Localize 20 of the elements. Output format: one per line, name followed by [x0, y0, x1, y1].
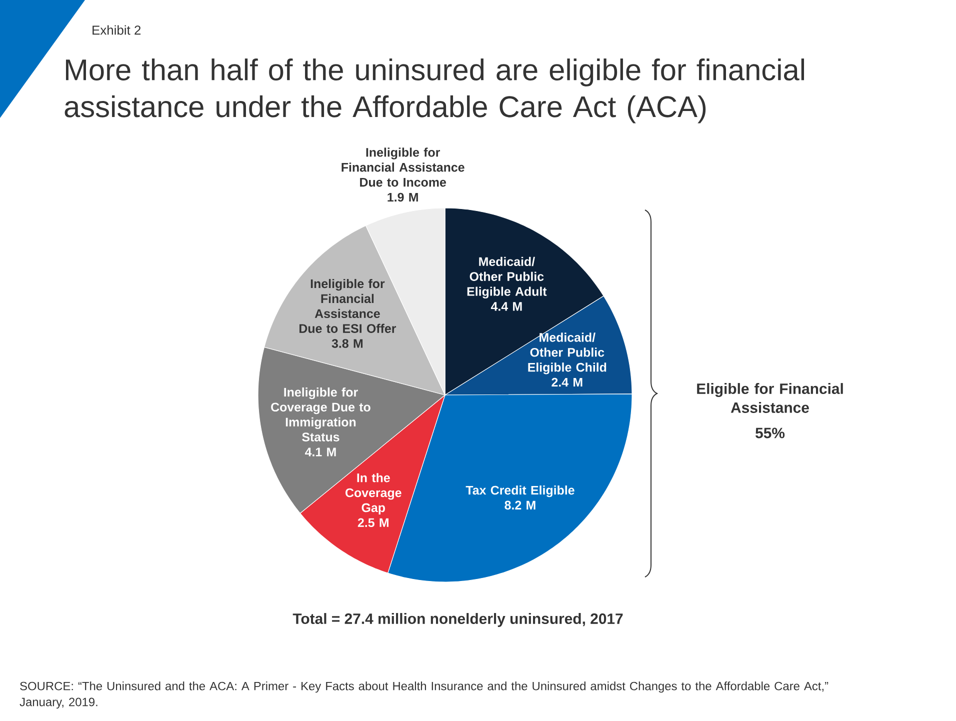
data-label: 4.4 M: [490, 302, 522, 311]
text: Total = 27.4 million nonelderly uninsured, 2017: [292, 613, 623, 627]
slice-label: Medicaid/ Other Public Eligible Child: [528, 332, 606, 374]
data-label: 4.1 M: [304, 448, 336, 456]
data-label: 8.2 M: [504, 500, 536, 510]
data-label: 2.5 M: [358, 518, 388, 528]
text: Eligible for Financial Assistance: [697, 383, 843, 413]
data-label: 2.4 M: [552, 378, 582, 387]
data-label: 3.8 M: [332, 339, 363, 348]
slice-label: In the Coverage Gap: [346, 473, 402, 515]
slice-label: Ineligible for Coverage Due to Immigration Status: [271, 387, 370, 442]
chart-title: More than half of the uninsured are eligible for financial assistance under the Affordable Care Act (ACA): [64, 58, 804, 124]
data-label: 1.9 M: [388, 192, 418, 202]
source-note: SOURCE: “The Uninsured and the ACA: A Primer - Key Facts about Health Insurance and the Uninsured amidst Changes to the Affordable Care Act,” January, 2019.: [20, 682, 828, 709]
slice-label: Tax Credit Eligible: [466, 485, 574, 498]
text: 55%: [756, 428, 785, 438]
text: Exhibit 2: [92, 25, 141, 35]
slice-label: Ineligible for Financial Assistance Due to ESI Offer: [299, 278, 396, 333]
slice-label: Medicaid/ Other Public Eligible Adult: [467, 256, 547, 298]
slice-label: Ineligible for Financial Assistance Due to Income: [342, 148, 464, 187]
